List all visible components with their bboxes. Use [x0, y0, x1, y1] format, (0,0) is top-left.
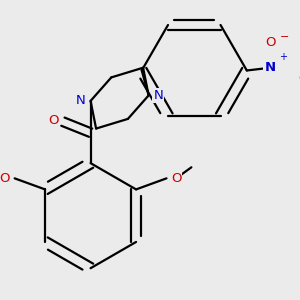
- Text: +: +: [279, 52, 287, 62]
- Text: O: O: [0, 172, 10, 185]
- Text: O: O: [171, 172, 181, 185]
- Text: N: N: [154, 89, 163, 102]
- Text: O: O: [265, 36, 276, 49]
- Text: O: O: [48, 114, 58, 127]
- Text: O: O: [298, 72, 300, 85]
- Text: N: N: [76, 94, 86, 107]
- Text: N: N: [265, 61, 276, 74]
- Text: −: −: [280, 32, 289, 42]
